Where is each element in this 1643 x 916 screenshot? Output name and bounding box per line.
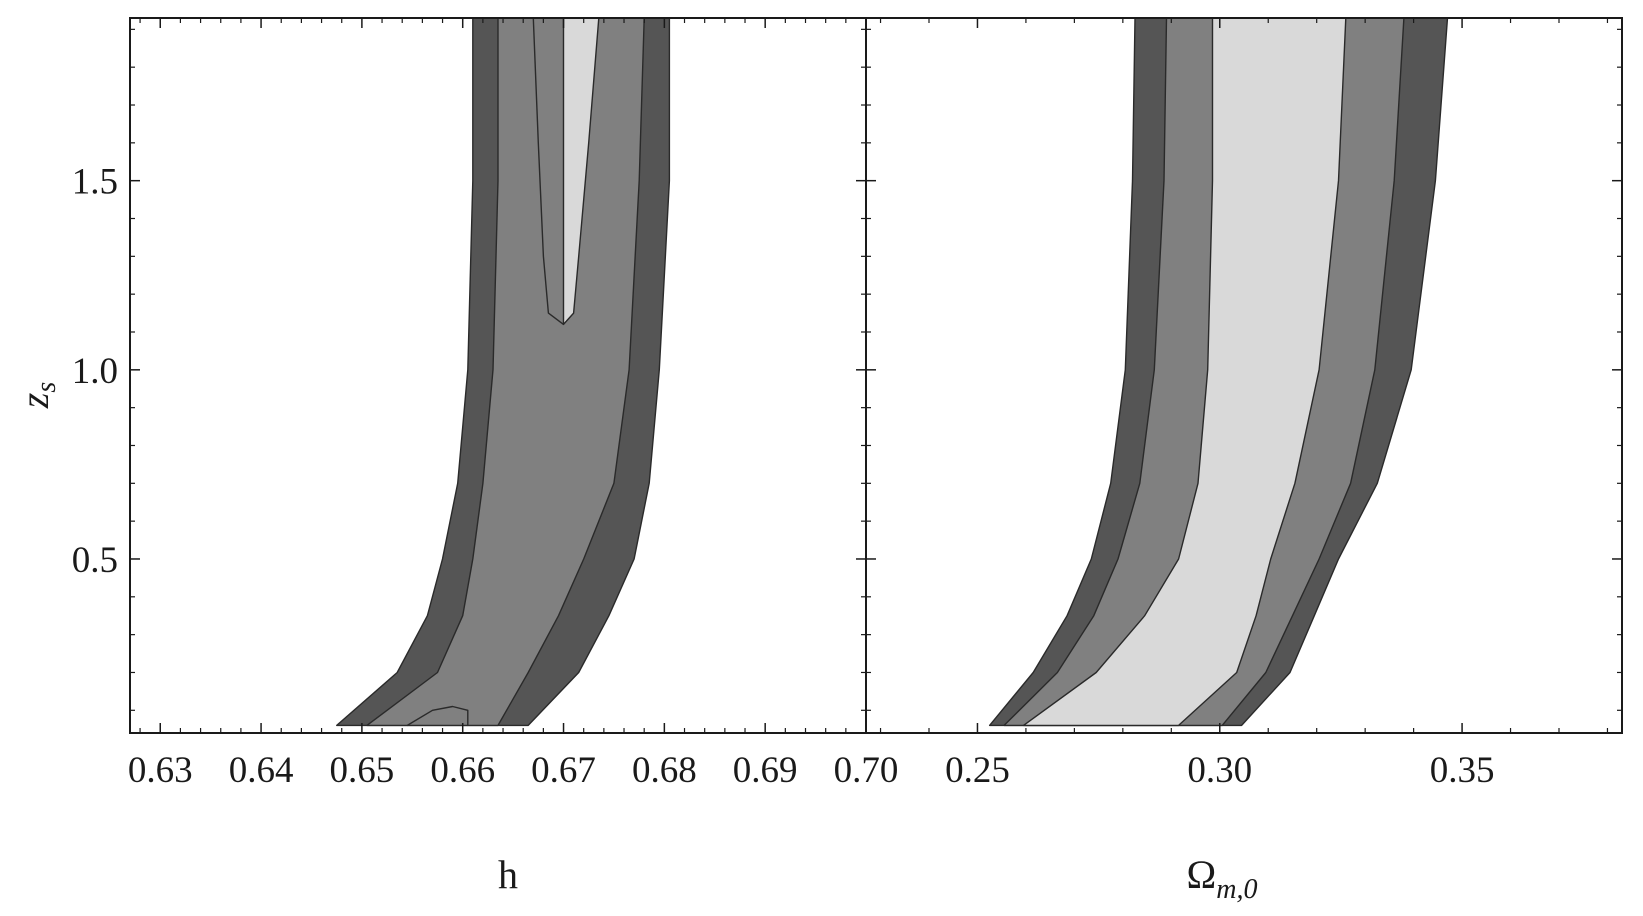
- y-tick-label: 1.0: [72, 351, 118, 392]
- panel-h: 0.63 0.64 0.65 0.66 0.67 0.68 0.69 0.70: [128, 17, 899, 791]
- omega-x-tick-label: 0.25: [945, 750, 1010, 791]
- h-x-tick-label: 0.67: [531, 750, 596, 791]
- h-x-tick-label: 0.70: [834, 750, 899, 791]
- omega-contour-region-3: [1022, 18, 1347, 727]
- y-axis-title: zs: [12, 382, 62, 410]
- y-axis-labels: 0.5 1.0 1.5: [72, 162, 118, 581]
- x-axis-title-right-sub: m,0: [1216, 874, 1257, 905]
- h-x-tick-label: 0.64: [229, 750, 294, 791]
- y-tick-label: 0.5: [72, 540, 118, 581]
- panel-omega: 0.25 0.30 0.35: [865, 17, 1623, 791]
- y-axis-title-sub: s: [31, 382, 62, 393]
- h-x-tick-label: 0.63: [128, 750, 193, 791]
- y-tick-label: 1.5: [72, 162, 118, 203]
- omega-x-tick-label: 0.30: [1187, 750, 1252, 791]
- x-axis-title-right: Ωm,0: [1187, 852, 1258, 905]
- h-x-tick-label: 0.65: [330, 750, 395, 791]
- x-axis-title-right-main: Ω: [1187, 852, 1217, 897]
- h-contour-region-4: [532, 18, 600, 326]
- h-x-tick-label: 0.66: [430, 750, 495, 791]
- omega-plot-frame: [865, 17, 1623, 734]
- y-axis-title-main: z: [12, 392, 57, 409]
- x-axis-title-left: h: [498, 852, 518, 897]
- h-x-tick-label: 0.68: [632, 750, 697, 791]
- h-contour-region-3: [406, 705, 469, 727]
- omega-x-tick-label: 0.35: [1430, 750, 1495, 791]
- h-x-tick-label: 0.69: [733, 750, 798, 791]
